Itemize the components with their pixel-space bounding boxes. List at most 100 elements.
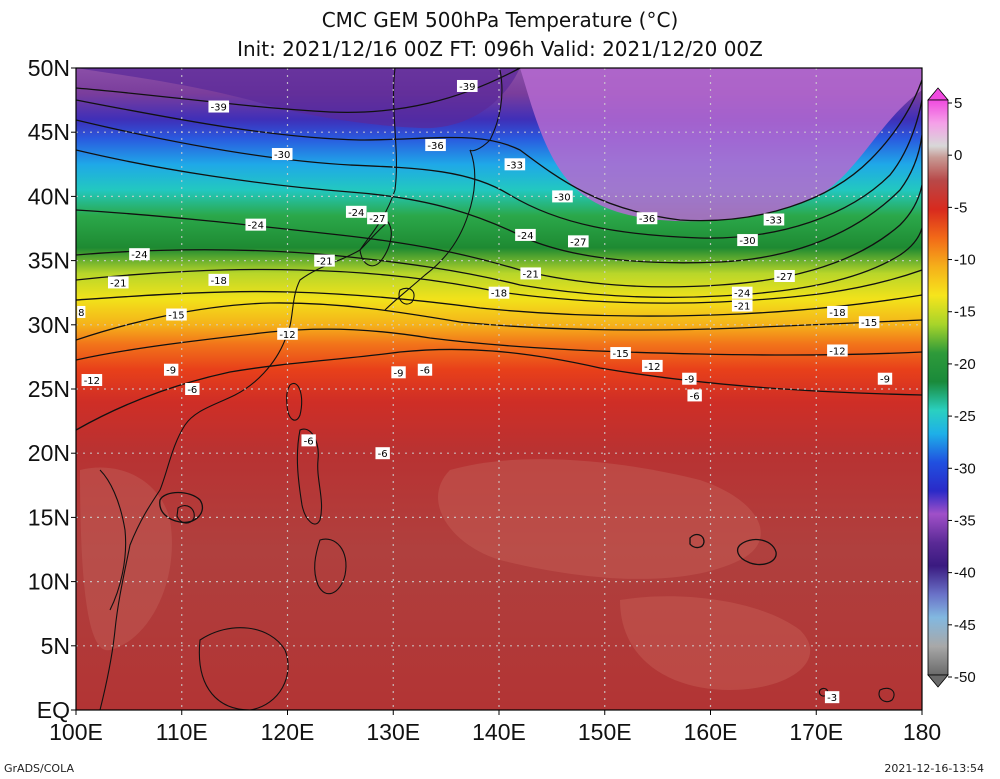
contour-label-box	[504, 158, 526, 171]
contour-label-text: -24	[517, 231, 533, 242]
lat-label: 35N	[28, 248, 70, 274]
contour-label-box	[81, 374, 103, 387]
lon-label: 100E	[49, 719, 103, 745]
contour-label-text: 8	[78, 308, 84, 319]
colorbar-label: -30	[954, 460, 976, 477]
contour-label: -24	[345, 205, 367, 219]
contour-label-box	[271, 148, 293, 161]
contour-label-text: -33	[766, 216, 782, 227]
contour-label-text: -12	[84, 376, 100, 387]
contour-label-text: -15	[861, 318, 877, 329]
contour-label-box	[682, 372, 697, 385]
footer-timestamp: 2021-12-16-13:54	[884, 762, 984, 775]
contour-label-box	[425, 139, 446, 152]
lat-label: 45N	[28, 119, 70, 145]
contour-label-text: -21	[523, 269, 539, 280]
contour-label: -39	[456, 79, 478, 93]
contour-label: -12	[81, 374, 103, 387]
footer-credit: GrADS/COLA	[4, 762, 74, 775]
contour-label: -6	[687, 389, 702, 402]
isotherm-closed	[737, 538, 777, 566]
colorbar-label: 5	[954, 95, 962, 112]
contour-label: -21	[314, 254, 335, 268]
map-subtitle: Init: 2021/12/16 00Z FT: 096h Valid: 202…	[237, 37, 763, 61]
contour-label-text: -30	[274, 150, 290, 161]
contour-label-text: -6	[304, 436, 314, 447]
lon-label: 150E	[578, 719, 632, 745]
contour-label: -24	[129, 248, 150, 261]
isotherm-closed	[159, 491, 204, 524]
isotherm-39	[76, 68, 521, 114]
contour-label-text: -9	[684, 375, 694, 386]
colorbar-label: 0	[954, 147, 962, 164]
contour-label-text: -12	[279, 330, 295, 341]
warm-patch	[438, 459, 761, 579]
cold-pool-region	[520, 68, 922, 222]
contour-label: -24	[245, 218, 267, 232]
contour-label-text: -36	[639, 214, 655, 225]
warm-patch	[80, 467, 172, 651]
contour-label-box	[391, 366, 406, 379]
contour-label-box	[763, 213, 785, 226]
lat-label: EQ	[37, 697, 70, 723]
contour-label-text: -18	[491, 289, 507, 300]
contour-label: -12	[827, 344, 848, 357]
contour-label-box	[827, 344, 848, 357]
colorbar-scale	[927, 99, 949, 676]
contour-label-text: -21	[316, 257, 332, 268]
contour-label-text: -9	[880, 375, 890, 386]
contour-label-box	[515, 228, 536, 241]
contour-label-text: -18	[211, 276, 227, 287]
contour-label-box	[552, 190, 573, 203]
contour-label-box	[610, 347, 631, 360]
colorbar-label: -15	[954, 304, 976, 321]
contour-label: -9	[877, 372, 893, 386]
contour-label-box	[345, 205, 367, 218]
contour-label-box	[166, 308, 187, 321]
isotherm-36	[76, 79, 922, 222]
contour-label: -30	[737, 234, 758, 247]
contour-label: -21	[108, 276, 129, 289]
colorbar-max-arrow	[927, 87, 949, 101]
cold-core-region	[76, 68, 520, 129]
contour-label-text: -21	[110, 278, 126, 289]
lat-label: 15N	[28, 504, 70, 530]
contour-label-text: -18	[829, 308, 845, 319]
contour-label: -33	[763, 213, 785, 227]
contour-label-box	[417, 363, 433, 376]
contour-label: -12	[277, 327, 298, 341]
contour-label-text: -39	[211, 103, 227, 114]
contour-label: -6	[375, 447, 390, 460]
contour-label: -21	[731, 299, 753, 313]
contour-label: -15	[858, 316, 880, 329]
lat-label: 40N	[28, 183, 70, 209]
contour-label-box	[245, 218, 267, 231]
lon-label: 170E	[789, 719, 843, 745]
contour-label-text: -30	[554, 192, 570, 203]
contour-label-text: -27	[776, 272, 792, 283]
contour-label-text: -33	[507, 160, 523, 171]
lat-label: 25N	[28, 376, 70, 402]
contour-label: -9	[391, 366, 406, 379]
contour-label: -27	[367, 212, 388, 225]
contour-label-box	[108, 276, 129, 289]
contour-label-text: -15	[612, 349, 628, 360]
contour-label: -30	[271, 148, 293, 161]
lon-label: 130E	[366, 719, 420, 745]
contour-label-text: -24	[734, 289, 750, 300]
colorbar-label: -25	[954, 408, 976, 425]
contour-label-text: -27	[570, 237, 586, 248]
lat-label: 30N	[28, 312, 70, 338]
contour-label-text: -24	[131, 250, 147, 261]
contour-label-text: -36	[427, 141, 443, 152]
isotherm-15	[76, 290, 922, 317]
contour-label: -33	[504, 158, 526, 171]
lat-label: 20N	[28, 440, 70, 466]
contour-label-text: -6	[420, 366, 430, 377]
contour-label: -6	[301, 434, 316, 447]
colorbar-label: -5	[954, 199, 967, 216]
colorbar-label: -40	[954, 565, 976, 582]
contour-label-box	[301, 434, 316, 447]
contour-label: -15	[610, 347, 631, 360]
